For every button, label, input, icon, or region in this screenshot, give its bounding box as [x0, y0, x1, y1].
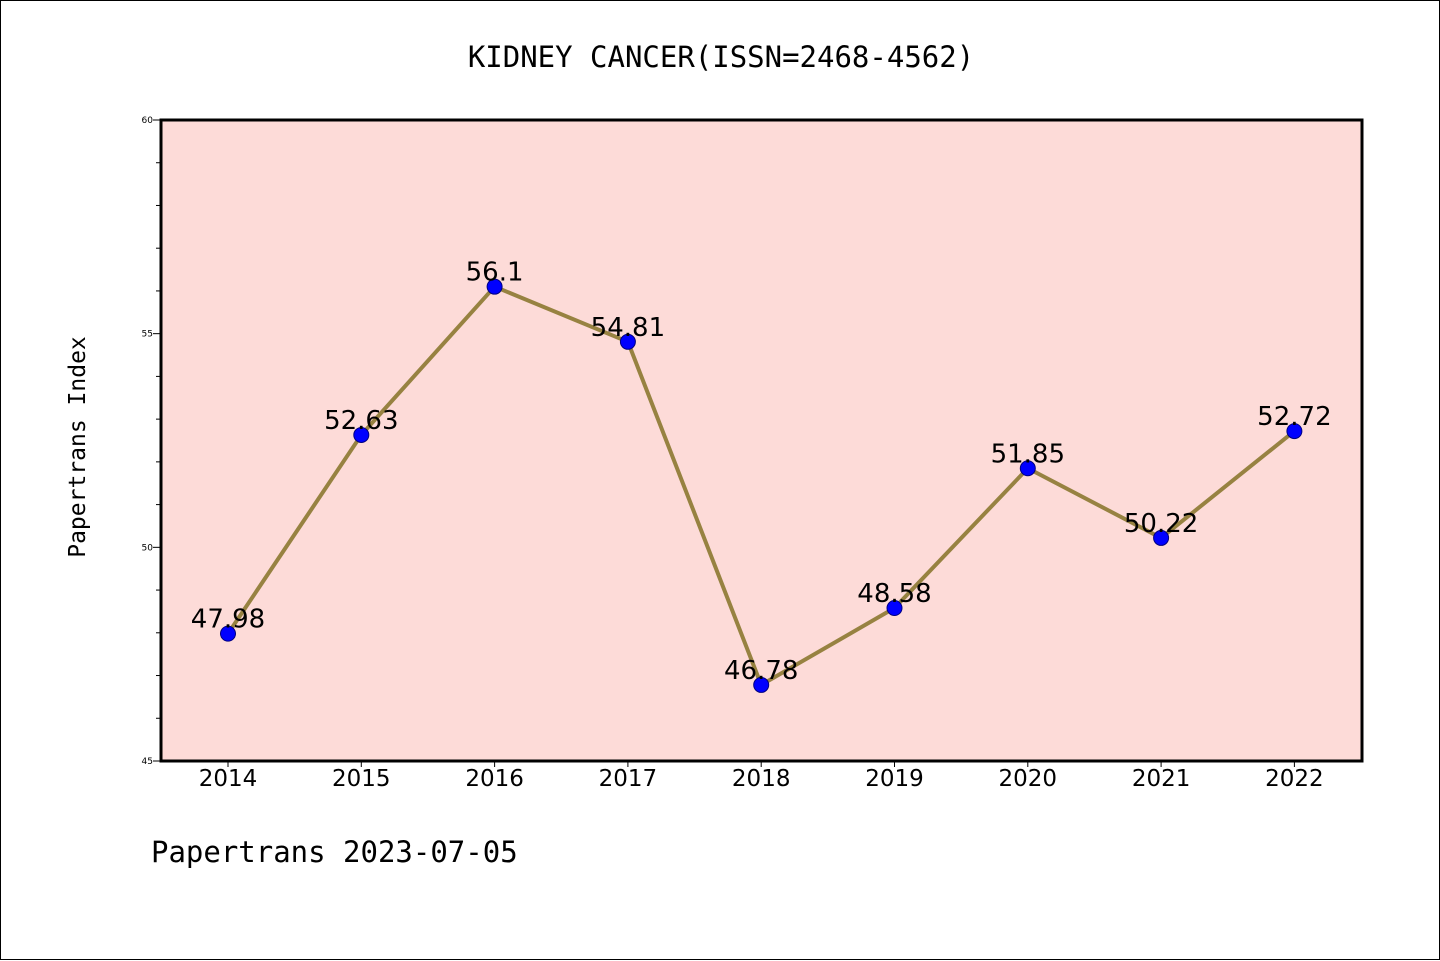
y-tick-label: 60	[142, 116, 154, 126]
data-label: 51.85	[991, 439, 1065, 469]
x-tick-label: 2019	[865, 766, 924, 792]
data-label: 56.1	[466, 258, 524, 288]
y-tick-label: 55	[142, 330, 153, 340]
x-tick-label: 2018	[732, 766, 791, 792]
x-tick-label: 2015	[332, 766, 391, 792]
y-axis-label: Papertrans Index	[65, 336, 91, 558]
data-label: 47.98	[191, 605, 265, 635]
data-point	[619, 333, 636, 350]
data-label: 52.72	[1257, 402, 1331, 432]
data-point	[486, 278, 503, 295]
data-point	[1286, 423, 1303, 440]
data-point	[1153, 529, 1170, 546]
x-tick-label: 2016	[465, 766, 524, 792]
x-tick-label: 2022	[1265, 766, 1324, 792]
x-tick-label: 2014	[199, 766, 258, 792]
y-tick-label: 50	[142, 543, 154, 553]
footer-source-date: Papertrans 2023-07-05	[151, 835, 518, 869]
data-point	[1019, 460, 1036, 477]
data-label: 46.78	[724, 656, 798, 686]
data-point	[886, 600, 903, 617]
chart-title: KIDNEY CANCER(ISSN=2468-4562)	[468, 40, 974, 74]
data-markers	[220, 278, 1303, 693]
data-point	[353, 426, 370, 443]
x-tick-label: 2021	[1132, 766, 1191, 792]
data-label: 54.81	[591, 313, 665, 343]
data-point	[753, 676, 770, 693]
y-tick-label: 45	[142, 757, 153, 767]
x-tick-label: 2020	[999, 766, 1058, 792]
x-axis-ticks: 2014 2015 2016 2017 2018 2019 2020 2021 2022	[199, 761, 1324, 792]
x-tick-label: 2017	[599, 766, 658, 792]
data-point	[220, 625, 236, 642]
data-label: 50.22	[1124, 509, 1198, 539]
data-labels: 47.98 52.63 56.1 54.81 46.78 48.58 51.85 50.22 5…	[191, 258, 1332, 686]
y-axis-ticks: 45 50 55 60	[142, 116, 161, 767]
data-label: 48.58	[857, 579, 931, 609]
data-label: 52.63	[324, 406, 398, 436]
